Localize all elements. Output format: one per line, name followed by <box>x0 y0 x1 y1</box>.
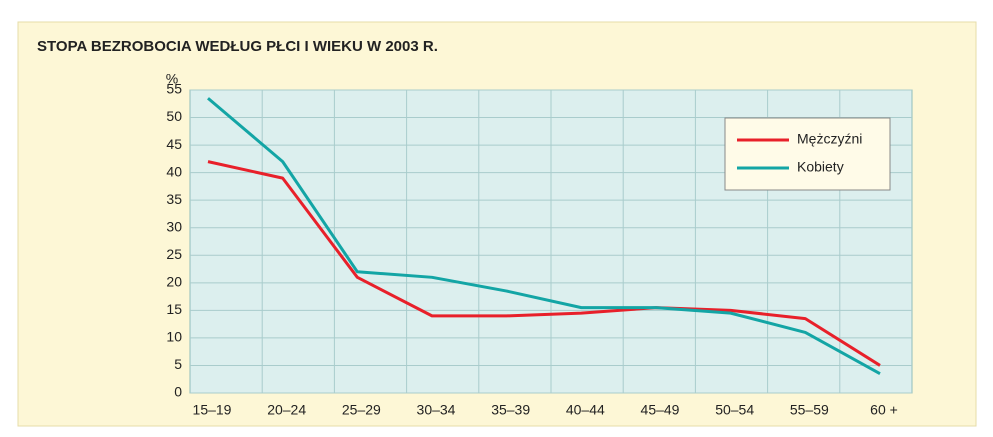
y-tick-label: 35 <box>166 191 182 207</box>
x-tick-label: 45–49 <box>641 402 680 418</box>
x-tick-label: 15–19 <box>193 402 232 418</box>
y-tick-label: 0 <box>174 384 182 400</box>
legend-box <box>724 117 891 191</box>
x-tick-label: 40–44 <box>566 402 605 418</box>
series-line <box>207 97 881 376</box>
y-tick-label: 45 <box>166 136 182 152</box>
y-tick-label: 20 <box>166 274 182 290</box>
y-tick-label: 50 <box>166 108 182 124</box>
x-tick-label: 55–59 <box>790 402 829 418</box>
x-tick-label: 25–29 <box>342 402 381 418</box>
y-tick-label: 10 <box>166 329 182 345</box>
chart-title: STOPA BEZROBOCIA WEDŁUG PŁCI I WIEKU W 2… <box>37 38 438 55</box>
x-tick-label: 30–34 <box>417 402 456 418</box>
y-axis-label: % <box>166 71 178 87</box>
y-tick-label: 25 <box>166 246 182 262</box>
y-tick-label: 40 <box>166 163 182 179</box>
legend-label: Mężczyźni <box>797 131 862 147</box>
x-tick-label: 35–39 <box>491 402 530 418</box>
x-tick-label: 50–54 <box>715 402 754 418</box>
y-tick-label: 15 <box>166 301 182 317</box>
y-tick-label: 55 <box>166 81 182 97</box>
legend-label: Kobiety <box>797 159 844 175</box>
y-tick-label: 5 <box>174 356 182 372</box>
x-tick-label: 60 + <box>870 402 898 418</box>
x-tick-label: 20–24 <box>267 402 306 418</box>
y-tick-label: 30 <box>166 218 182 234</box>
series-line <box>207 160 881 367</box>
